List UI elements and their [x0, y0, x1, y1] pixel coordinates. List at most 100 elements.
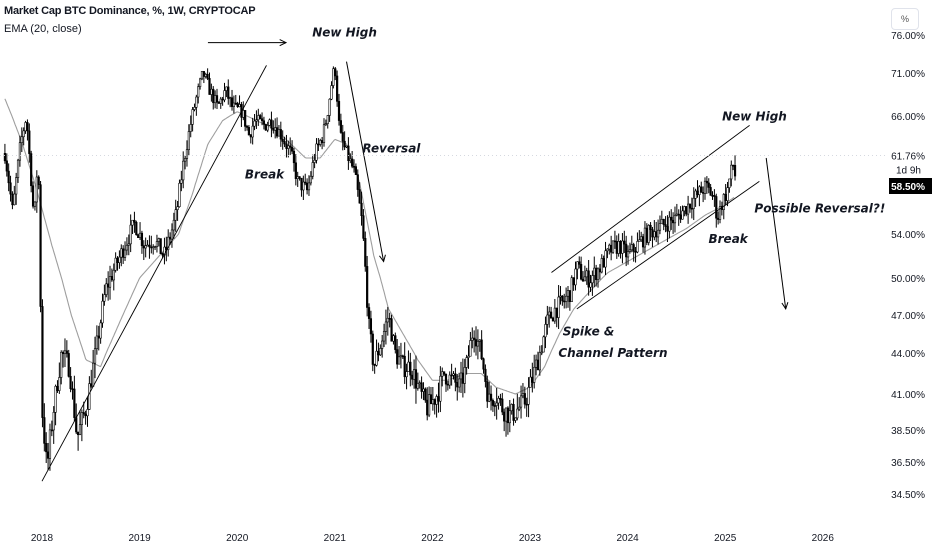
- candle-body: [621, 240, 624, 254]
- candle-body: [146, 244, 149, 247]
- candle-body: [576, 261, 579, 270]
- candle-body: [407, 361, 410, 372]
- candle-body: [384, 321, 388, 332]
- candle-body: [275, 127, 279, 137]
- candle-body: [675, 213, 678, 216]
- candle-body: [217, 101, 220, 104]
- candle-body: [534, 359, 538, 368]
- candle-body: [390, 318, 393, 342]
- candle-body: [519, 395, 523, 408]
- candle-body: [324, 123, 327, 126]
- candle-body: [615, 241, 618, 254]
- y-tick-label: 47.00%: [891, 311, 925, 322]
- candle-body: [356, 174, 359, 190]
- price-axis[interactable]: 76.00% 71.00% 66.00% 54.00% 50.00% 47.00% 44.0…: [0, 31, 932, 501]
- crosshair-price-label: 61.76%: [891, 152, 925, 163]
- candle-body: [108, 276, 112, 288]
- candle-body: [504, 407, 508, 422]
- candle-body: [214, 95, 217, 104]
- candle-body: [364, 238, 367, 267]
- candle-body: [159, 238, 162, 254]
- candle-body: [444, 373, 448, 385]
- annotation-label: Break: [245, 168, 285, 182]
- candle-body: [43, 417, 46, 444]
- candle-body: [266, 125, 269, 131]
- candle-body: [45, 443, 48, 453]
- candle-body: [9, 182, 12, 195]
- candle-body: [705, 180, 708, 184]
- candle-body: [135, 221, 138, 236]
- candle-body: [362, 215, 365, 239]
- candle-body: [33, 201, 37, 207]
- candle-body: [508, 410, 511, 424]
- candle-body: [133, 219, 136, 223]
- candle-body: [313, 159, 316, 163]
- candle-body: [189, 124, 192, 132]
- candle-body: [636, 241, 639, 253]
- candle-body: [257, 115, 260, 121]
- candle-body: [578, 261, 581, 265]
- candle-body: [315, 143, 318, 161]
- candle-body: [730, 164, 733, 180]
- ema-indicator-label[interactable]: EMA (20, close): [4, 23, 82, 35]
- candle-body: [591, 275, 594, 284]
- candle-body: [726, 187, 729, 201]
- candle-body: [546, 314, 549, 325]
- candle-body: [613, 240, 617, 243]
- candle-body: [304, 181, 307, 184]
- candle-body: [255, 119, 258, 122]
- candle-body: [99, 322, 102, 339]
- candle-body: [608, 244, 611, 250]
- candle-body: [206, 74, 209, 79]
- candle-body: [626, 251, 630, 258]
- trendline-channel-lower: [576, 180, 760, 310]
- candle-body: [5, 160, 8, 172]
- candle-body: [140, 232, 144, 246]
- candle-body: [617, 241, 620, 254]
- annotation-label: Possible Reversal?!: [754, 202, 885, 216]
- candle-body: [651, 229, 654, 238]
- candle-body: [459, 372, 463, 380]
- candle-body: [369, 318, 373, 335]
- candle-body: [433, 399, 436, 405]
- candle-body: [182, 160, 185, 181]
- candle-body: [262, 120, 266, 125]
- candle-body: [137, 234, 140, 238]
- candle-body: [474, 339, 478, 347]
- candle-body: [343, 140, 346, 148]
- candle-body: [478, 339, 481, 342]
- candle-body: [75, 417, 78, 433]
- candle-body: [82, 412, 85, 415]
- candle-body: [604, 250, 607, 268]
- candle-body: [643, 227, 647, 248]
- candle-body: [580, 264, 583, 280]
- candle-body: [489, 393, 493, 401]
- candle-body: [122, 248, 125, 258]
- candle-body: [718, 206, 722, 220]
- candle-body: [210, 88, 213, 95]
- candle-body: [294, 162, 297, 179]
- candle-body: [405, 371, 408, 378]
- candle-body: [525, 403, 528, 406]
- candle-body: [666, 226, 669, 232]
- candle-body: [634, 251, 637, 253]
- candle-body: [702, 192, 705, 194]
- candle-body: [58, 377, 61, 391]
- candle-body: [215, 95, 219, 103]
- candle-body: [538, 352, 541, 371]
- candle-body: [129, 224, 132, 245]
- candle-body: [105, 283, 108, 295]
- candle-body: [596, 268, 600, 281]
- x-tick-label: 2021: [324, 533, 347, 544]
- percent-scale-button[interactable]: %: [891, 8, 919, 30]
- candle-body: [668, 216, 671, 232]
- candle-body: [305, 182, 309, 191]
- candle-body: [54, 385, 57, 413]
- candle-body: [493, 405, 496, 407]
- candle-body: [354, 166, 357, 175]
- candle-body: [595, 267, 598, 281]
- candle-body: [170, 229, 174, 240]
- candle-body: [392, 335, 395, 342]
- time-axis[interactable]: 2018 2019 2020 2021 2022 2023 2024 2025 2026: [31, 533, 834, 544]
